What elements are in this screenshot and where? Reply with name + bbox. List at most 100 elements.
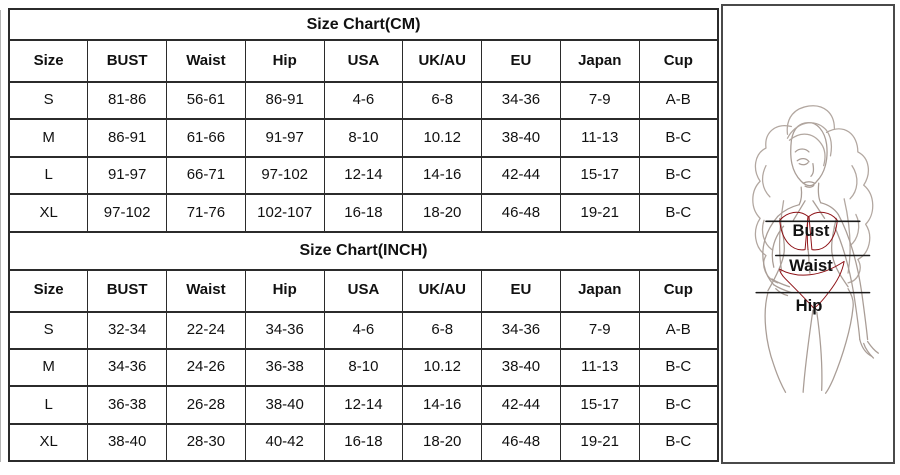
- table-cell: L: [8, 155, 89, 196]
- table-cell: 6-8: [402, 310, 483, 350]
- table-row: XL 38-40 28-30 40-42 16-18 18-20 46-48 19-21 B-C: [8, 422, 719, 463]
- table-cell: M: [8, 118, 89, 158]
- column-header: BUST: [87, 268, 168, 313]
- table-cell: 97-102: [244, 155, 325, 196]
- table-cell: B-C: [638, 422, 719, 463]
- table-cell: 34-36: [244, 310, 325, 350]
- table-cell: 34-36: [87, 347, 168, 388]
- column-header-row: Size BUST Waist Hip USA UK/AU EU Japan Cup: [8, 268, 719, 313]
- table-cell: 42-44: [481, 385, 561, 425]
- table-cell: 6-8: [402, 80, 483, 121]
- table-cell: 40-42: [244, 422, 325, 463]
- table-cell: 10.12: [402, 118, 483, 158]
- hip-label: Hip: [796, 296, 823, 315]
- table-row: M 34-36 24-26 36-38 8-10 10.12 38-40 11-13 B-C: [8, 347, 719, 388]
- table-cell: 38-40: [481, 118, 561, 158]
- table-cell: A-B: [638, 80, 719, 121]
- column-header: BUST: [87, 39, 168, 83]
- table-cell: 91-97: [87, 155, 168, 196]
- table-cell: 61-66: [166, 118, 246, 158]
- table-cell: A-B: [638, 310, 719, 350]
- table-cell: 19-21: [559, 422, 640, 463]
- table-cell: 16-18: [323, 422, 404, 463]
- table-cell: 26-28: [166, 385, 246, 425]
- column-header: UK/AU: [402, 39, 483, 83]
- table-cell: 4-6: [323, 80, 404, 121]
- table-cell: 11-13: [559, 347, 640, 388]
- column-header: Waist: [166, 39, 246, 83]
- column-header: UK/AU: [402, 268, 483, 313]
- table-cell: B-C: [638, 347, 719, 388]
- table-cell: 19-21: [559, 193, 640, 233]
- measurement-figure-panel: Bust Waist Hip: [721, 4, 895, 464]
- table-cell: 86-91: [87, 118, 168, 158]
- legs-icon: [764, 288, 854, 394]
- table-cell: XL: [8, 193, 89, 233]
- table-row: M 86-91 61-66 91-97 8-10 10.12 38-40 11-13 B-C: [8, 118, 719, 158]
- column-header: Size: [8, 39, 89, 83]
- table-row: S 32-34 22-24 34-36 4-6 6-8 34-36 7-9 A-B: [8, 310, 719, 350]
- table-cell: 86-91: [244, 80, 325, 121]
- table-row: S 81-86 56-61 86-91 4-6 6-8 34-36 7-9 A-B: [8, 80, 719, 121]
- table-cell: 81-86: [87, 80, 168, 121]
- table-cell: 8-10: [323, 118, 404, 158]
- table-cell: 18-20: [402, 193, 483, 233]
- table-cell: XL: [8, 422, 89, 463]
- table-cell: 38-40: [244, 385, 325, 425]
- table-cell: S: [8, 80, 89, 121]
- column-header: EU: [481, 39, 561, 83]
- table-cell: 56-61: [166, 80, 246, 121]
- table-cell: 16-18: [323, 193, 404, 233]
- table-cell: L: [8, 385, 89, 425]
- table-cell: 8-10: [323, 347, 404, 388]
- table-cell: 46-48: [481, 422, 561, 463]
- column-header: Hip: [244, 268, 325, 313]
- bikini-top-icon: [779, 211, 838, 251]
- bikini-bottom-icon: [779, 260, 845, 309]
- table-cell: B-C: [638, 118, 719, 158]
- table-title-row: Size Chart(INCH): [8, 230, 719, 271]
- table-cell: 15-17: [559, 155, 640, 196]
- column-header: Waist: [166, 268, 246, 313]
- table-row: L 91-97 66-71 97-102 12-14 14-16 42-44 15-17 B-C: [8, 155, 719, 196]
- table-cell: 14-16: [402, 385, 483, 425]
- table-cell: B-C: [638, 193, 719, 233]
- measurement-lines: Bust Waist Hip: [755, 220, 871, 315]
- table-row: XL 97-102 71-76 102-107 16-18 18-20 46-48 19-21…: [8, 193, 719, 233]
- table-cell: 28-30: [166, 422, 246, 463]
- table-cell: 18-20: [402, 422, 483, 463]
- table-cell: 71-76: [166, 193, 246, 233]
- bust-label: Bust: [792, 221, 829, 240]
- table-cell: 22-24: [166, 310, 246, 350]
- table-cell: 97-102: [87, 193, 168, 233]
- table-cell: 11-13: [559, 118, 640, 158]
- table-cell: 38-40: [87, 422, 168, 463]
- table-cell: 7-9: [559, 310, 640, 350]
- column-header: USA: [323, 39, 404, 83]
- screen-edge-line: [0, 10, 1, 462]
- table-cell: 34-36: [481, 310, 561, 350]
- table-cell: 4-6: [323, 310, 404, 350]
- table-cell: 24-26: [166, 347, 246, 388]
- table-cell: 32-34: [87, 310, 168, 350]
- column-header: Japan: [559, 39, 640, 83]
- column-header: Cup: [638, 39, 719, 83]
- table-cell: M: [8, 347, 89, 388]
- table-cell: 46-48: [481, 193, 561, 233]
- column-header: Cup: [638, 268, 719, 313]
- column-header: USA: [323, 268, 404, 313]
- table-cell: 10.12: [402, 347, 483, 388]
- face-icon: [786, 121, 833, 188]
- column-header: Japan: [559, 268, 640, 313]
- table-cell: 34-36: [481, 80, 561, 121]
- table-cell: 102-107: [244, 193, 325, 233]
- table-title: Size Chart(INCH): [8, 230, 719, 271]
- table-cell: 66-71: [166, 155, 246, 196]
- hair-icon: [752, 105, 874, 284]
- table-cell: B-C: [638, 385, 719, 425]
- table-cell: S: [8, 310, 89, 350]
- table-cell: 36-38: [244, 347, 325, 388]
- column-header: EU: [481, 268, 561, 313]
- table-cell: 36-38: [87, 385, 168, 425]
- column-header: Size: [8, 268, 89, 313]
